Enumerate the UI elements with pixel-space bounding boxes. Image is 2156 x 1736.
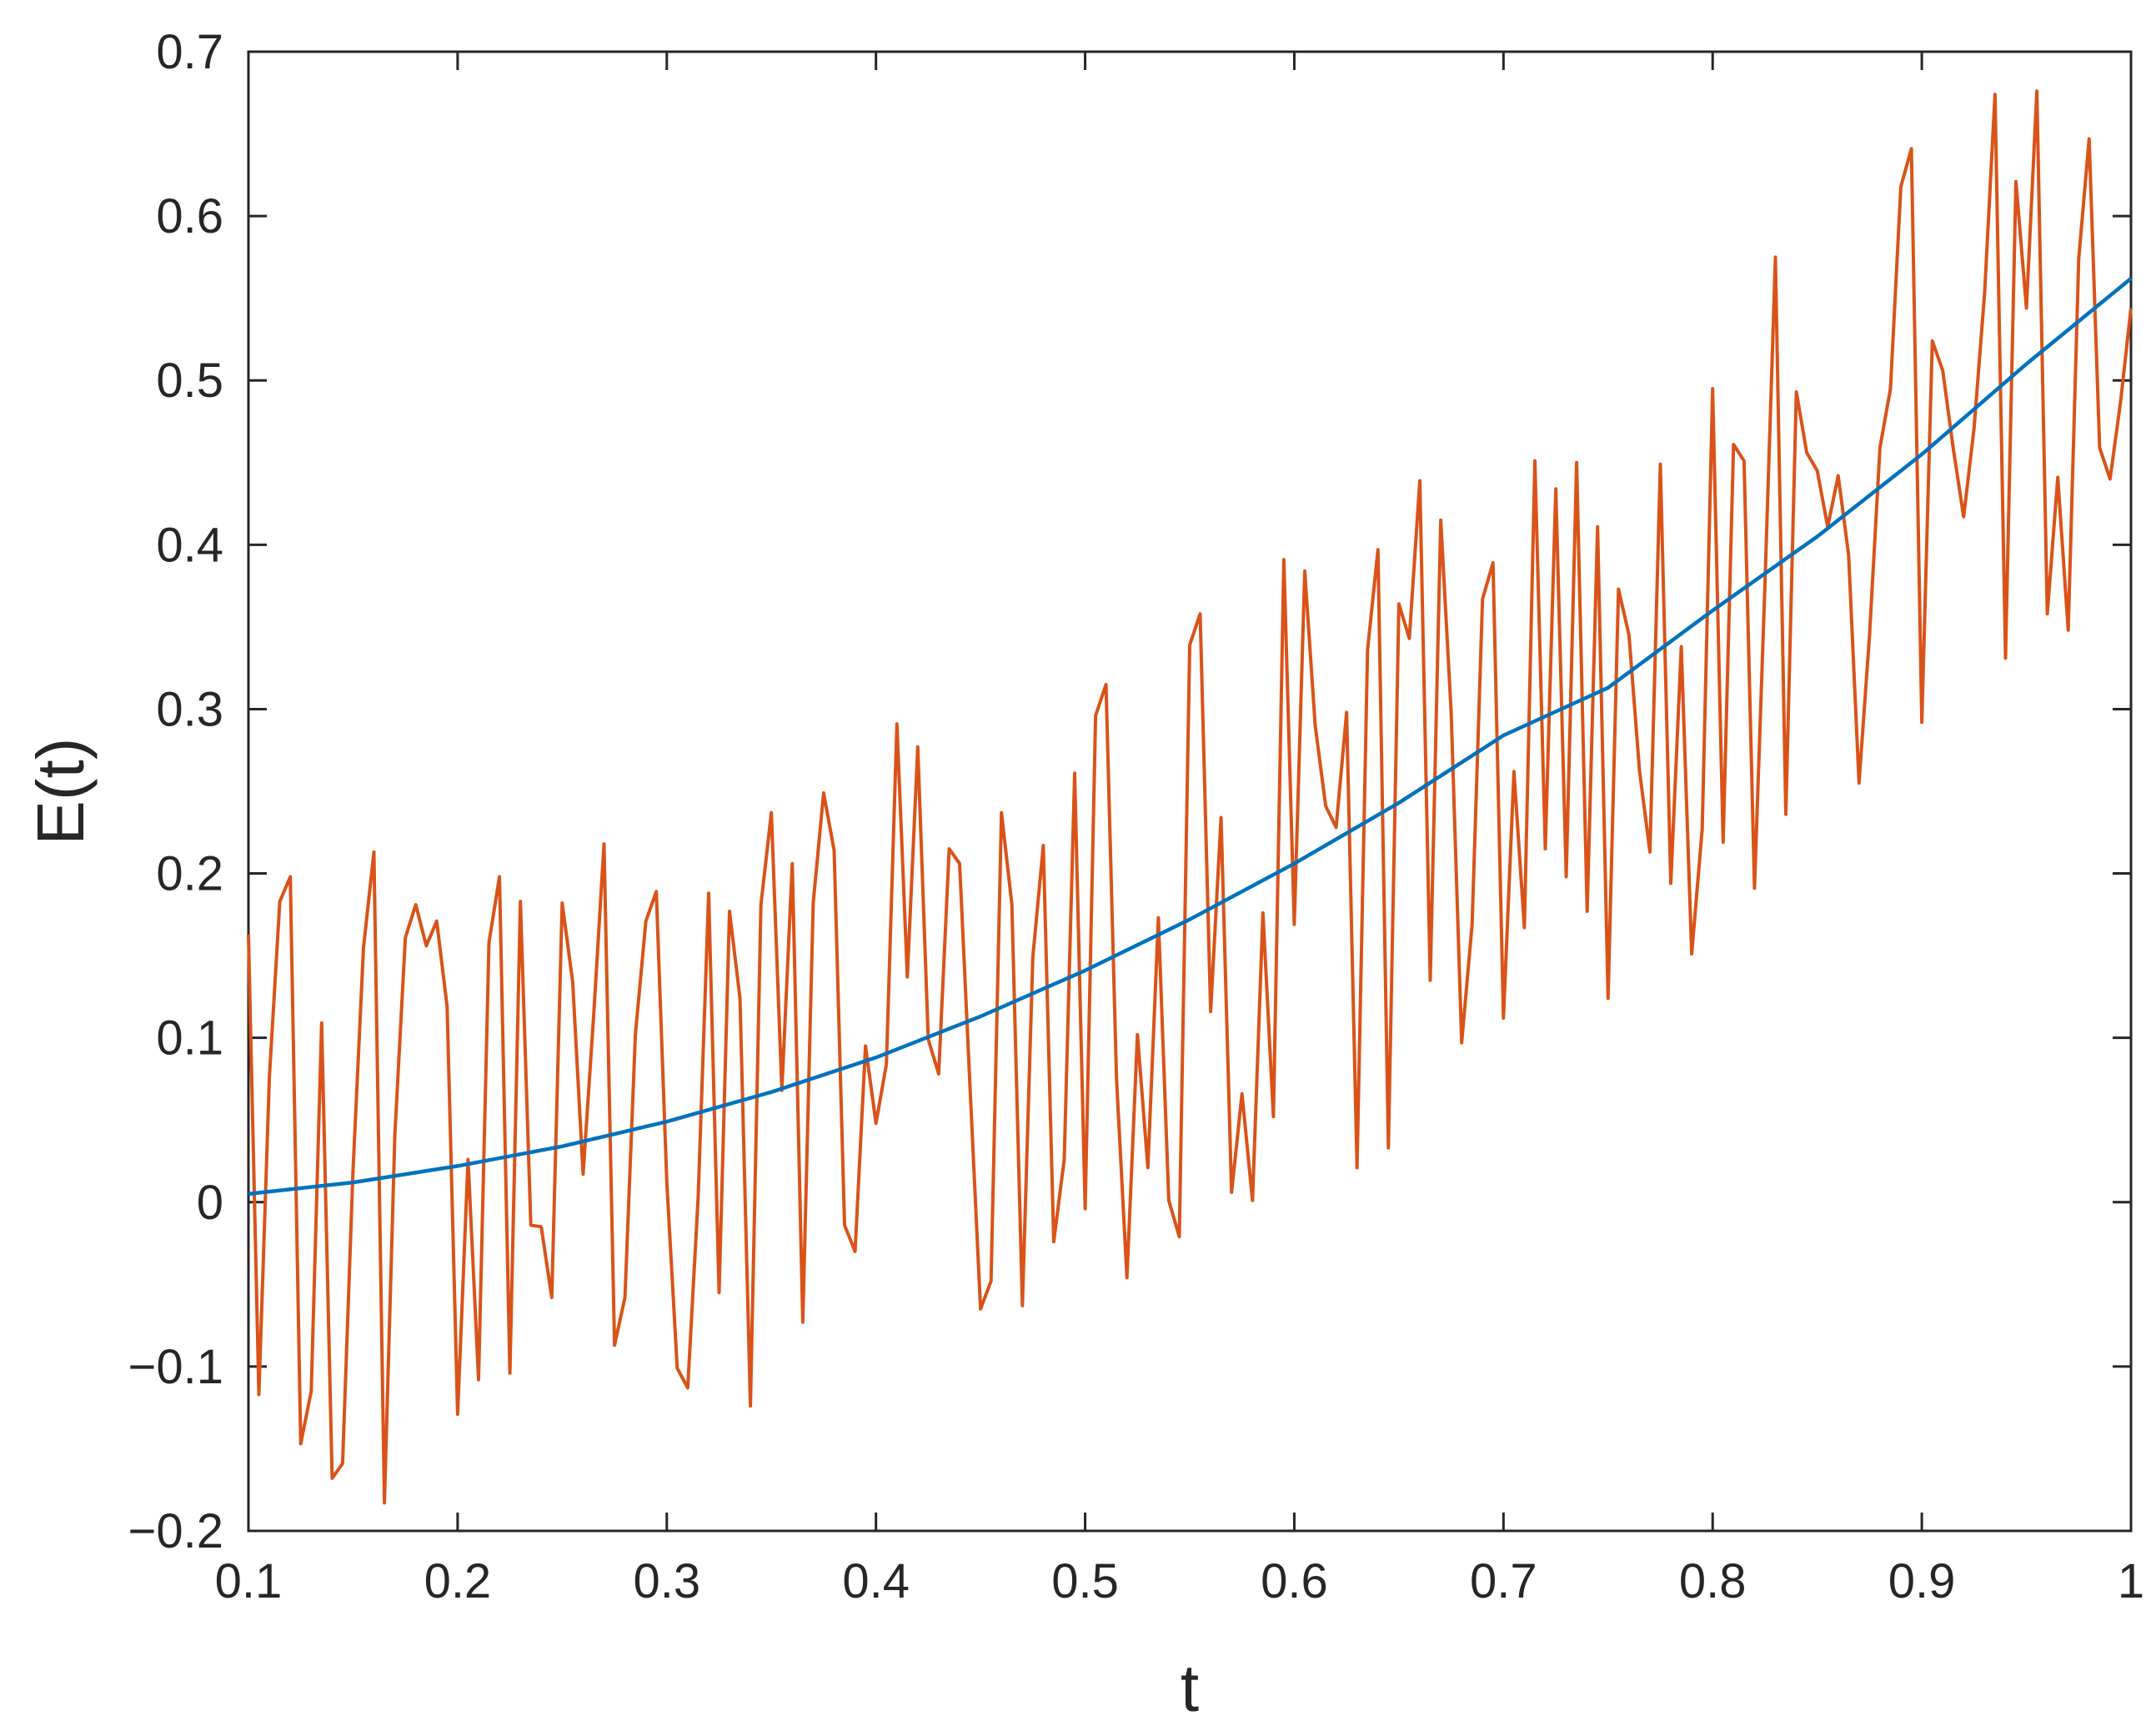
noisy-series-line — [247, 89, 2133, 1505]
y-tick-label: 0.1 — [156, 1011, 223, 1066]
x-tick-label: 1 — [2118, 1554, 2144, 1608]
x-tick-label: 0.9 — [1888, 1554, 1956, 1608]
tick-marks — [247, 50, 2133, 1533]
x-tick-label: 0.1 — [215, 1554, 283, 1608]
x-tick-label: 0.4 — [842, 1554, 910, 1608]
x-tick-label: 0.7 — [1470, 1554, 1537, 1608]
plot-area — [247, 50, 2133, 1533]
y-tick-label: 0.3 — [156, 682, 223, 736]
y-tick-label: −0.1 — [128, 1340, 224, 1394]
y-tick-label: 0 — [197, 1176, 223, 1230]
y-tick-label: 0.5 — [156, 354, 223, 408]
x-tick-labels: 0.1 0.2 0.3 0.4 0.5 0.6 0.7 0.8 0.9 1 — [215, 1554, 2144, 1608]
x-tick-label: 0.5 — [1051, 1554, 1119, 1608]
y-axis-title: E(t) — [23, 738, 98, 845]
x-tick-label: 0.2 — [424, 1554, 492, 1608]
y-tick-labels: −0.2 −0.1 0 0.1 0.2 0.3 0.4 0.5 0.6 0.7 — [128, 25, 224, 1558]
axes-box — [247, 50, 2133, 1533]
y-tick-label: −0.2 — [128, 1504, 224, 1558]
y-tick-label: 0.2 — [156, 847, 223, 901]
y-tick-label: 0.4 — [156, 518, 223, 572]
y-tick-label: 0.6 — [156, 189, 223, 243]
smooth-series-line — [248, 277, 2133, 1197]
series-group — [247, 89, 2133, 1505]
x-tick-label: 0.8 — [1679, 1554, 1747, 1608]
x-tick-label: 0.3 — [633, 1554, 700, 1608]
x-tick-label: 0.6 — [1261, 1554, 1328, 1608]
y-tick-label: 0.7 — [156, 25, 223, 79]
x-axis-title: t — [1181, 1651, 1199, 1725]
